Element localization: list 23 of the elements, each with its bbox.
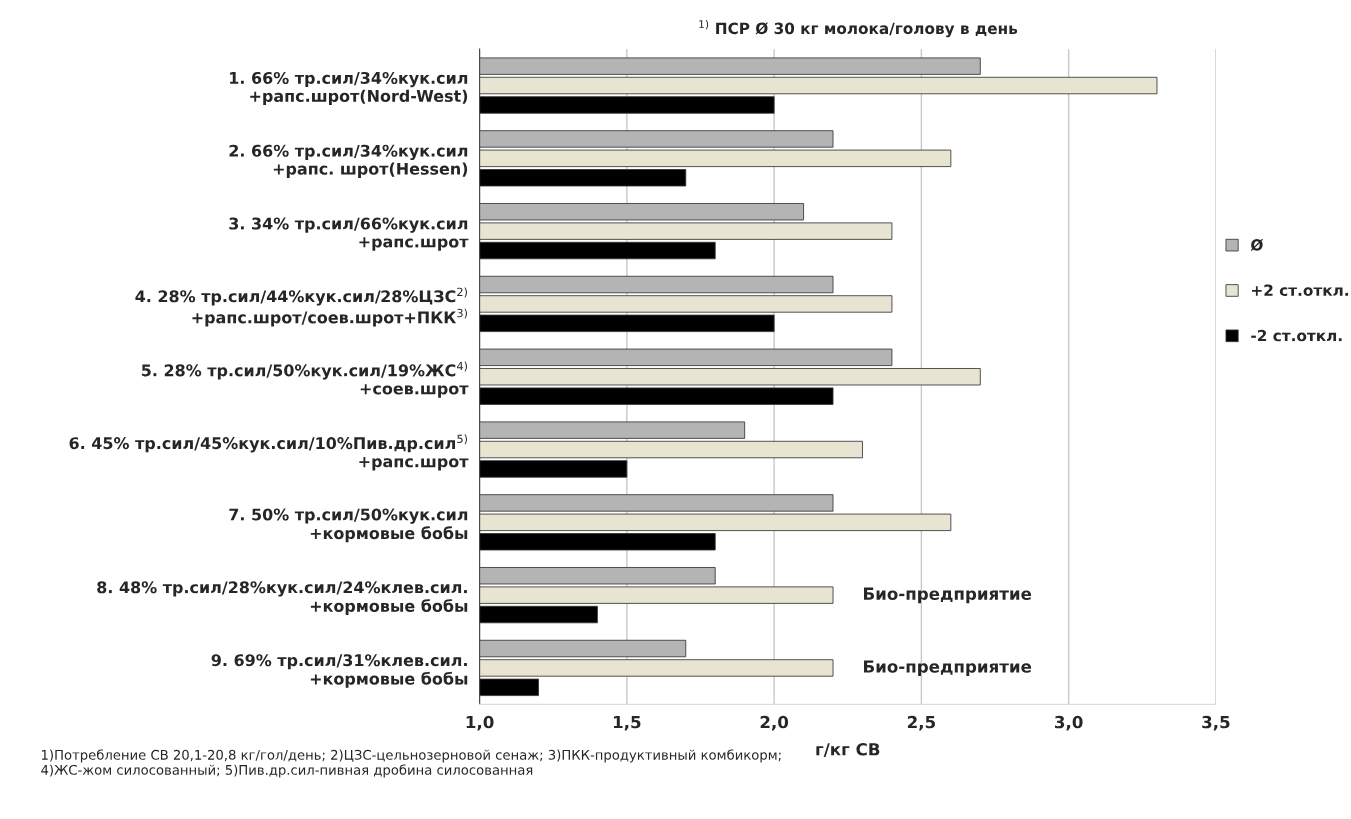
x-tick-label: 1,0 <box>466 715 494 731</box>
y-tick-label: 1. 66% тр.сил/34%кук.сил +рапс.шрот(Nord-West) <box>230 71 468 106</box>
y-tick-label: 7. 50% тр.сил/50%кук.сил +кормовые бобы <box>229 508 468 543</box>
x-axis-title: г/кг СВ <box>816 742 880 757</box>
y-tick-label: 3. 34% тр.сил/66%кук.сил +рапс.шрот <box>229 217 469 251</box>
y-tick-label: 8. 48% тр.сил/28%кук.сил/24%клев.сил. +кормовые бобы <box>97 581 468 616</box>
annotation: Био-предприятие <box>864 587 1032 604</box>
y-tick-label: 6. 45% тр.сил/45%кук.сил/10%Пив.др.сил$^{5)}$ +рапс.шрот <box>69 434 469 471</box>
legend-label: Ø <box>1250 238 1263 251</box>
chart-title: $^{1)}$ ПСР Ø 30 кг молока/голову в день <box>699 19 1018 38</box>
x-tick-label: 2,0 <box>760 715 789 731</box>
category-label: 4. 28% тр.сил/44%кук.сил/28%ЦЗС$^{2)}$ +рапс.шрот/соев.шрот+ПКК$^{3)}$ <box>135 287 467 327</box>
annotation: Био-предприятие <box>864 660 1032 677</box>
legend-label: -2 ст.откл. <box>1251 329 1342 342</box>
x-tick-label: 2,5 <box>907 715 935 731</box>
x-tick-label: 3,5 <box>1202 715 1230 731</box>
text: 1)Потребление СВ 20,1-20,8 кг/гол/день; 2)ЦЗС-цельнозерновой сенаж; 3)ПКК-продуктивный комбикорм; 4)ЖС-жом силосованный; 5)Пив.др.сил-пивная дробина силосованная <box>41 749 781 778</box>
y-tick-label: 5. 28% тр.сил/50%кук.сил/19%ЖС$^{4)}$ +соев.шрот <box>141 361 469 398</box>
legend-label: +2 ст.откл. <box>1252 284 1349 296</box>
y-tick-label: 9. 69% тр.сил/31%клев.сил. +кормовые бобы <box>211 654 468 688</box>
y-tick-label: 2. 66% тр.сил/34%кук.сил +рапс. шрот(Hessen) <box>229 144 468 178</box>
x-tick-label: 3,0 <box>1054 715 1083 731</box>
x-tick-label: 1,5 <box>613 715 641 731</box>
